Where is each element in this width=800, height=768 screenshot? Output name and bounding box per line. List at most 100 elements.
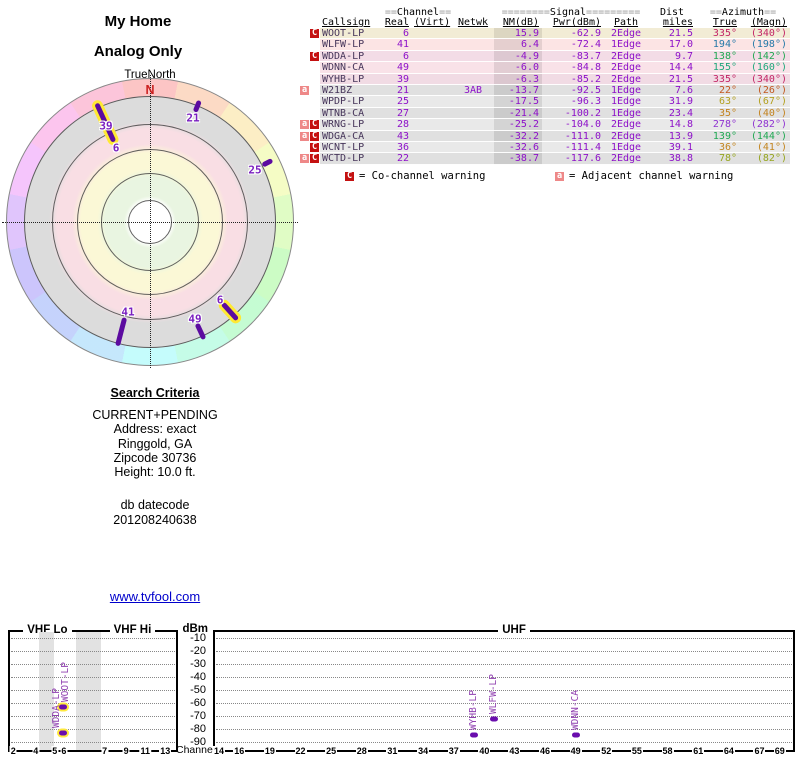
cell-true_az: 78°: [696, 153, 740, 165]
dbm-tick-label: -60: [190, 696, 206, 709]
cell-real: 21: [384, 84, 412, 97]
cell-true_az: 63°: [696, 96, 740, 108]
cell-virt: [412, 50, 452, 63]
cell-netwk: 3AB: [452, 84, 494, 97]
col-nm: NM(dB): [502, 17, 539, 28]
cell-real: 28: [384, 119, 412, 131]
col-real: Real: [384, 17, 409, 28]
cell-real: 36: [384, 141, 412, 154]
dbm-gridline: [11, 638, 175, 640]
adjacent-warning-slot: [300, 41, 309, 50]
col-pwr: Pwr(dBm): [552, 17, 601, 28]
dbm-gridline: [11, 664, 175, 666]
cell-magn: (198°): [740, 39, 790, 51]
cell-real: 49: [384, 62, 412, 74]
criteria-height: Height: 10.0 ft.: [114, 465, 196, 480]
cell-pwr: -100.2: [542, 107, 604, 120]
cell-pwr: -104.0: [542, 119, 604, 131]
adjacent-channel-warning-icon: a: [300, 85, 309, 96]
search-criteria: Search Criteria CURRENT+PENDING Address:…: [55, 386, 255, 527]
warning-cell: [300, 107, 320, 120]
dbm-gridline: [11, 702, 175, 704]
cell-true_az: 139°: [696, 130, 740, 142]
warning-cell: [300, 39, 320, 51]
cell-path: 2Edge: [604, 130, 648, 142]
cell-true_az: 35°: [696, 107, 740, 120]
dbm-tick-label: -20: [190, 645, 206, 658]
adjacent-warning-slot: [300, 63, 309, 72]
cell-pwr: -84.8: [542, 62, 604, 74]
co-channel-warning-slot: [310, 109, 319, 118]
col-miles: miles: [662, 17, 693, 28]
adjacent-warning-slot: a: [300, 154, 309, 164]
cell-netwk: [452, 62, 494, 74]
cell-callsign: WLFW-LP: [320, 39, 384, 51]
cell-nm: -6.3: [494, 73, 542, 85]
warning-cell: C: [300, 50, 320, 63]
cell-virt: [412, 153, 452, 165]
table-body: C WOOT-LP 6 15.9 -62.9 2Edge 21.5 335° (340°) WLF…: [300, 28, 790, 165]
cell-netwk: [452, 153, 494, 165]
cell-nm: -38.7: [494, 153, 542, 165]
co-channel-warning-icon: C: [310, 153, 319, 164]
channel-tick-label: 55: [630, 746, 643, 756]
dbm-tick-label: -40: [190, 671, 206, 684]
channel-tick-label: 31: [386, 746, 399, 756]
tvfool-link[interactable]: www.tvfool.com: [109, 589, 201, 604]
warning-cell: C: [300, 141, 320, 154]
co-channel-warning-icon: C: [310, 130, 319, 141]
station-callsign-label: WLFW-LP: [488, 673, 500, 714]
warning-cell: [300, 73, 320, 85]
radar-channel-label: 49: [188, 312, 202, 326]
cell-pwr: -83.7: [542, 50, 604, 63]
channel-tick-label: 49: [569, 746, 582, 756]
dbm-gridline: [216, 638, 792, 640]
channel-tick-label: 13: [159, 746, 172, 756]
channel-tick-label: 22: [294, 746, 307, 756]
radar-plot-section: My Home Analog Only TrueNorth N 21 39 6 25 4…: [0, 0, 300, 380]
adjacent-channel-legend: a = Adjacent channel warning: [555, 170, 733, 182]
cell-virt: [412, 39, 452, 51]
station-marker: [58, 704, 67, 710]
cell-virt: [412, 141, 452, 154]
cell-netwk: [452, 73, 494, 85]
co-channel-warning-slot: [310, 75, 319, 84]
channel-tick-label: 4: [32, 746, 40, 756]
radar-title-line2: Analog Only: [93, 43, 183, 60]
co-channel-warning-slot: C: [310, 51, 319, 61]
radar-channel-label: 39: [99, 119, 113, 133]
cell-virt: [412, 84, 452, 97]
table-row: a W21BZ 21 3AB -13.7 -92.5 1Edge 7.6 22° (26°): [300, 84, 790, 97]
station-marker: [58, 730, 67, 736]
channel-tick-label: 6: [60, 746, 68, 756]
criteria-mode: CURRENT+PENDING: [92, 408, 218, 422]
channel-tick-label: 16: [233, 746, 246, 756]
channel-tick-label: 40: [478, 746, 491, 756]
adjacent-warning-slot: [300, 75, 309, 84]
dbm-gridline: [11, 728, 175, 730]
co-channel-warning-slot: C: [310, 130, 319, 141]
co-channel-legend: C = Co-channel warning: [345, 170, 485, 182]
uhf-label: UHF: [498, 624, 530, 636]
cell-true_az: 36°: [696, 141, 740, 154]
channel-tick-label: 19: [263, 746, 276, 756]
table-row: C WCNT-LP 36 -32.6 -111.4 1Edge 39.1 36° (41°): [300, 141, 790, 154]
cell-magn: (142°): [740, 50, 790, 63]
cell-real: 43: [384, 130, 412, 142]
cell-nm: -13.7: [494, 84, 542, 97]
cell-callsign: WRNG-LP: [320, 119, 384, 131]
dbm-gridline: [216, 664, 792, 666]
cell-pwr: -72.4: [542, 39, 604, 51]
cell-path: 1Edge: [604, 96, 648, 108]
col-magn: (Magn): [750, 17, 787, 28]
cell-callsign: WDDA-LP: [320, 50, 384, 63]
cell-miles: 31.9: [648, 96, 696, 108]
cell-callsign: WDNN-CA: [320, 62, 384, 74]
frequency-gap-band: [76, 632, 102, 750]
cell-path: 2Edge: [604, 153, 648, 165]
cell-real: 6: [384, 50, 412, 63]
table-row: a C WRNG-LP 28 -25.2 -104.0 2Edge 14.8 278° (282°…: [300, 119, 790, 131]
cell-netwk: [452, 130, 494, 142]
